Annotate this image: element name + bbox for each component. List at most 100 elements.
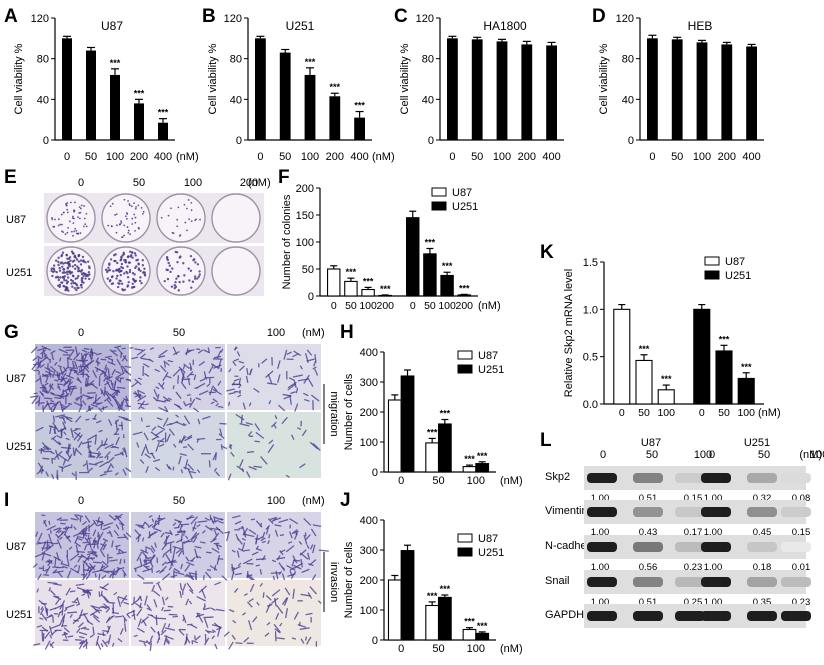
colony-dot bbox=[114, 253, 117, 256]
stained-cell bbox=[111, 368, 116, 376]
stained-cell bbox=[312, 544, 316, 554]
legend-label: U87 bbox=[452, 187, 472, 199]
stained-cell bbox=[182, 422, 187, 426]
colony-dot bbox=[73, 230, 76, 233]
colony-dot bbox=[57, 260, 60, 264]
stained-cell bbox=[201, 530, 206, 534]
colony-dot bbox=[77, 260, 81, 263]
stained-cell bbox=[114, 398, 121, 407]
colony-dot bbox=[189, 254, 193, 258]
stained-cell bbox=[41, 388, 49, 394]
stained-cell bbox=[137, 574, 145, 581]
stained-cell bbox=[175, 421, 186, 427]
stained-cell bbox=[253, 465, 262, 468]
stained-cell bbox=[188, 589, 194, 594]
stained-cell bbox=[261, 358, 268, 364]
stained-cell bbox=[93, 540, 97, 549]
stained-cell bbox=[38, 599, 46, 607]
colony-dot bbox=[51, 217, 53, 219]
stained-cell bbox=[164, 540, 175, 545]
colony-dot bbox=[66, 257, 69, 260]
stained-cell bbox=[268, 400, 272, 405]
stained-cell bbox=[88, 562, 96, 571]
stained-cell bbox=[167, 359, 174, 363]
significance-label: *** bbox=[639, 344, 650, 354]
colony-dot bbox=[71, 265, 75, 268]
stained-cell bbox=[285, 545, 295, 553]
legend-label: U251 bbox=[725, 270, 751, 282]
colony-dot bbox=[69, 272, 72, 275]
y-tick-label: 400 bbox=[360, 347, 378, 359]
row-label: U251 bbox=[6, 609, 32, 621]
band-quantification: 0.56 bbox=[639, 562, 658, 573]
stained-cell bbox=[173, 443, 177, 448]
colony-dot bbox=[124, 260, 127, 264]
significance-label: *** bbox=[158, 108, 169, 118]
stained-cell bbox=[142, 363, 150, 368]
stained-cell bbox=[115, 436, 120, 446]
stained-cell bbox=[140, 446, 146, 457]
stained-cell bbox=[178, 455, 182, 465]
legend-label: U251 bbox=[478, 364, 504, 376]
significance-label: *** bbox=[440, 409, 451, 419]
stained-cell bbox=[99, 456, 104, 459]
y-tick-label: 100 bbox=[360, 437, 378, 449]
stained-cell bbox=[218, 433, 225, 439]
stained-cell bbox=[74, 639, 82, 641]
stained-cell bbox=[57, 364, 62, 368]
colony-dot bbox=[140, 206, 143, 209]
stained-cell bbox=[84, 515, 91, 524]
colony-dot bbox=[67, 289, 70, 292]
stained-cell bbox=[143, 432, 149, 441]
stained-cell bbox=[82, 369, 85, 378]
colony-dot bbox=[178, 280, 181, 284]
x-tick-label: 100 bbox=[737, 407, 755, 419]
stained-cell bbox=[241, 525, 247, 536]
stained-cell bbox=[54, 603, 65, 610]
x-tick-label: 100 bbox=[657, 407, 675, 419]
stained-cell bbox=[197, 349, 204, 354]
stained-cell bbox=[75, 448, 83, 456]
stained-cell bbox=[77, 622, 84, 628]
stained-cell bbox=[143, 561, 152, 566]
colony-dot bbox=[135, 259, 138, 262]
stained-cell bbox=[228, 641, 234, 650]
stained-cell bbox=[177, 523, 181, 529]
stained-cell bbox=[265, 595, 272, 601]
stained-cell bbox=[154, 368, 160, 373]
stained-cell bbox=[138, 639, 148, 644]
stained-cell bbox=[40, 392, 45, 397]
culture-plate bbox=[211, 193, 261, 243]
stained-cell bbox=[113, 591, 118, 596]
stained-cell bbox=[186, 371, 194, 378]
colony-dot bbox=[82, 281, 85, 284]
stained-cell bbox=[267, 382, 278, 386]
stained-cell bbox=[85, 374, 90, 378]
stained-cell bbox=[179, 590, 183, 598]
stained-cell bbox=[271, 589, 281, 597]
stained-cell bbox=[177, 550, 183, 557]
stained-cell bbox=[292, 588, 295, 599]
stained-cell bbox=[95, 540, 99, 549]
stained-cell bbox=[231, 565, 241, 572]
colony-dot bbox=[59, 262, 62, 265]
stained-cell bbox=[144, 546, 152, 550]
legend-label: U87 bbox=[478, 350, 498, 362]
stained-cell bbox=[57, 383, 63, 386]
stained-cell bbox=[195, 397, 202, 401]
stained-cell bbox=[231, 549, 236, 553]
stained-cell bbox=[80, 352, 87, 360]
stained-cell bbox=[317, 600, 322, 604]
bar bbox=[329, 96, 341, 140]
colony-dot bbox=[77, 286, 80, 290]
colony-dot bbox=[78, 269, 81, 273]
stained-cell bbox=[105, 607, 111, 613]
band-quantification: 0.18 bbox=[753, 562, 772, 573]
unit-label: (nM) bbox=[478, 300, 501, 312]
stained-cell bbox=[184, 459, 189, 470]
dose-label: 50 bbox=[646, 449, 658, 461]
colony-dot bbox=[112, 270, 115, 273]
stained-cell bbox=[274, 628, 281, 634]
stained-cell bbox=[187, 463, 195, 471]
stained-cell bbox=[213, 467, 218, 472]
